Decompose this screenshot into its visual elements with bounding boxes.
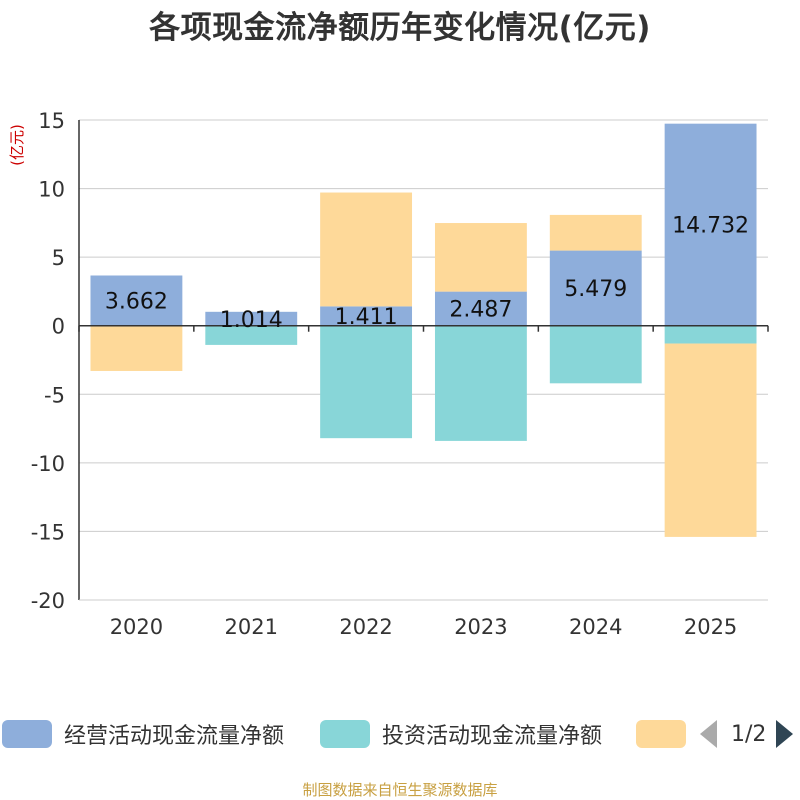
legend-label-investing: 投资活动现金流量净额 bbox=[382, 724, 603, 749]
bar-investing bbox=[549, 325, 642, 384]
y-tick-label: 5 bbox=[52, 246, 65, 270]
data-label: 3.662 bbox=[105, 290, 168, 315]
legend-swatch-operating bbox=[2, 720, 52, 748]
bar-investing bbox=[205, 325, 298, 345]
y-tick-label: -5 bbox=[44, 383, 65, 407]
data-label: 14.732 bbox=[672, 214, 749, 239]
bar-operating bbox=[434, 291, 527, 326]
triangle-right-icon[interactable] bbox=[776, 720, 794, 748]
legend-label-operating: 经营活动现金流量净额 bbox=[64, 724, 285, 749]
bar-financing bbox=[434, 223, 527, 292]
y-tick-label: 10 bbox=[38, 178, 65, 202]
chart-title: 各项现金流净额历年变化情况(亿元) bbox=[149, 10, 651, 46]
data-label: 1.411 bbox=[335, 305, 398, 330]
x-tick-label: 2024 bbox=[569, 615, 622, 639]
bar-investing bbox=[664, 325, 757, 344]
legend-swatch-investing bbox=[320, 720, 370, 748]
bar-investing bbox=[320, 325, 413, 439]
data-label: 5.479 bbox=[564, 277, 627, 302]
x-tick-label: 2021 bbox=[225, 615, 278, 639]
legend-swatch-financing bbox=[636, 720, 686, 748]
bar-operating bbox=[664, 123, 757, 326]
x-tick-label: 2025 bbox=[684, 615, 737, 639]
legend-pager: 1/2 bbox=[700, 716, 794, 752]
y-tick-label: -10 bbox=[31, 452, 65, 476]
y-tick-label: 15 bbox=[38, 109, 65, 133]
bar-financing bbox=[90, 325, 183, 371]
data-source-note: 制图数据来自恒生聚源数据库 bbox=[302, 781, 498, 799]
x-tick-label: 2022 bbox=[339, 615, 392, 639]
y-tick-label: -20 bbox=[31, 589, 65, 613]
bar-operating bbox=[90, 275, 183, 326]
bar-investing bbox=[434, 325, 527, 441]
data-label: 2.487 bbox=[449, 298, 512, 323]
bar-operating bbox=[320, 306, 413, 326]
legend-item-financing[interactable] bbox=[636, 716, 686, 752]
bar-financing bbox=[549, 214, 642, 251]
data-label: 1.014 bbox=[220, 308, 283, 333]
y-tick-label: -15 bbox=[31, 520, 65, 544]
x-tick-label: 2023 bbox=[454, 615, 507, 639]
chart-legend: 经营活动现金流量净额 投资活动现金流量净额 1/2 bbox=[0, 716, 800, 756]
bar-financing bbox=[320, 192, 413, 307]
legend-item-operating[interactable]: 经营活动现金流量净额 bbox=[2, 716, 284, 752]
bar-operating bbox=[549, 250, 642, 326]
legend-item-investing[interactable]: 投资活动现金流量净额 bbox=[320, 716, 602, 752]
triangle-left-icon[interactable] bbox=[700, 720, 717, 748]
bar-financing bbox=[664, 343, 757, 537]
y-axis-label: (亿元) bbox=[8, 124, 26, 166]
y-tick-label: 0 bbox=[52, 315, 65, 339]
legend-page-indicator: 1/2 bbox=[731, 721, 767, 747]
x-tick-label: 2020 bbox=[110, 615, 163, 639]
bar-operating bbox=[205, 311, 298, 326]
cash-flow-chart: 15 10 5 0 -5 -10 -15 -20 (亿元) 3.662 1.014 1.411 2.48… bbox=[8, 109, 769, 639]
